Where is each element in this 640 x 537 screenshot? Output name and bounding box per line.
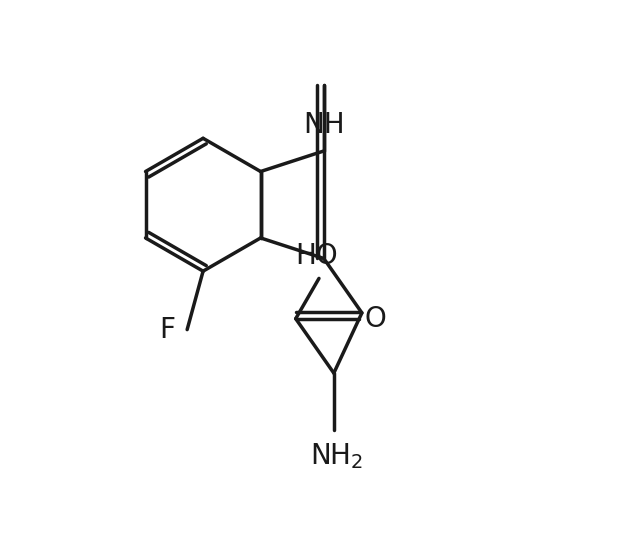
Text: F: F xyxy=(159,316,175,344)
Text: HO: HO xyxy=(295,242,338,271)
Text: NH: NH xyxy=(303,111,344,139)
Text: O: O xyxy=(365,304,387,333)
Text: NH$_2$: NH$_2$ xyxy=(310,441,363,471)
